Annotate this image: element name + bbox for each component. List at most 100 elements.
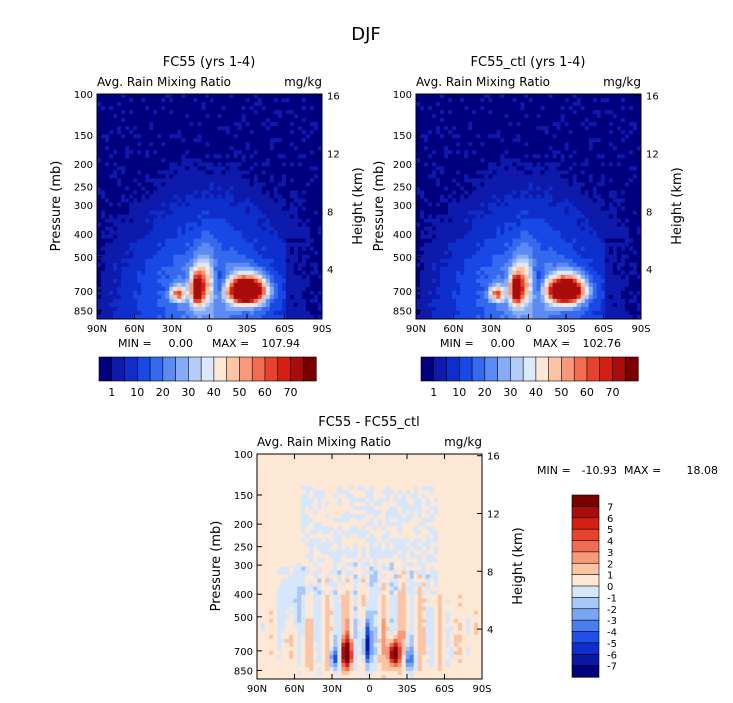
field-cell — [289, 294, 295, 300]
field-cell — [161, 242, 166, 248]
field-cell — [185, 250, 191, 256]
field-cell — [616, 174, 622, 179]
field-cell — [289, 302, 295, 308]
field-cell — [165, 126, 170, 131]
field-cell — [161, 214, 166, 220]
field-cell — [229, 226, 235, 232]
field-cell — [249, 170, 255, 175]
field-cell — [233, 102, 239, 107]
field-cell — [576, 150, 582, 155]
field-cell — [281, 286, 287, 292]
field-cell — [181, 182, 186, 188]
field-cell — [289, 166, 295, 171]
field-cell — [157, 206, 162, 212]
field-cell — [632, 178, 638, 183]
field-cell — [165, 254, 170, 260]
field-cell — [444, 198, 449, 204]
field-cell — [209, 138, 215, 143]
field-cell — [540, 170, 546, 175]
field-cell — [293, 174, 299, 179]
field-cell — [261, 286, 267, 292]
field-cell — [189, 286, 195, 292]
field-cell — [309, 242, 315, 248]
field-cell — [524, 174, 530, 179]
field-cell — [528, 94, 534, 99]
field-cell — [289, 170, 295, 175]
field-cell — [500, 134, 505, 139]
field-cell — [313, 106, 319, 111]
field-cell — [97, 94, 102, 99]
field-cell — [608, 186, 614, 192]
field-cell — [121, 230, 126, 236]
field-cell — [137, 94, 142, 99]
field-cell — [109, 258, 114, 264]
field-cell — [273, 174, 279, 179]
field-cell — [133, 238, 138, 244]
field-cell — [428, 150, 433, 155]
field-cell — [161, 222, 166, 228]
field-cell — [249, 282, 255, 288]
field-cell — [524, 166, 530, 171]
field-cell — [289, 202, 295, 208]
field-cell — [624, 118, 630, 123]
field-cell — [301, 102, 307, 107]
field-cell — [161, 186, 166, 192]
field-cell — [161, 142, 166, 147]
field-cell — [221, 206, 227, 212]
field-cell — [428, 210, 433, 216]
field-cell — [444, 154, 449, 159]
field-cell — [512, 142, 518, 147]
field-cell — [133, 194, 138, 200]
field-cell — [560, 94, 566, 99]
field-cell — [436, 194, 441, 200]
field-cell — [273, 182, 279, 188]
field-cell — [452, 178, 457, 183]
field-cell — [113, 294, 118, 300]
field-cell — [249, 278, 255, 284]
field-cell — [568, 206, 574, 212]
field-cell — [137, 310, 142, 316]
field-cell — [289, 186, 295, 192]
field-cell — [532, 186, 538, 192]
field-cell — [249, 238, 255, 244]
field-cell — [133, 122, 138, 127]
field-cell — [301, 214, 307, 220]
field-cell — [309, 122, 315, 127]
field-cell — [213, 230, 219, 236]
field-cell — [612, 102, 618, 107]
field-cell — [169, 126, 174, 131]
field-cell — [313, 274, 319, 280]
field-cell — [281, 110, 287, 115]
field-cell — [309, 126, 315, 131]
field-cell — [105, 98, 110, 103]
field-cell — [229, 306, 235, 312]
field-cell — [265, 186, 271, 192]
field-cell — [149, 154, 154, 159]
field-cell — [496, 210, 501, 216]
field-cell — [105, 270, 110, 276]
field-cell — [301, 262, 307, 268]
field-cell — [568, 158, 574, 163]
field-cell — [229, 186, 235, 192]
field-cell — [241, 246, 247, 252]
field-cell — [253, 210, 259, 216]
field-cell — [229, 202, 235, 208]
field-cell — [544, 130, 550, 135]
field-cell — [97, 218, 102, 224]
field-cell — [524, 114, 530, 119]
field-cell — [101, 170, 106, 175]
field-cell — [225, 146, 231, 151]
field-cell — [209, 158, 215, 163]
field-cell — [452, 130, 457, 135]
field-cell — [245, 118, 251, 123]
field-cell — [289, 270, 295, 276]
field-cell — [604, 182, 610, 188]
field-cell — [193, 118, 199, 123]
field-cell — [584, 206, 590, 212]
field-cell — [305, 182, 311, 188]
field-cell — [157, 298, 162, 304]
field-cell — [273, 290, 279, 296]
colorbar-label: 20 — [156, 386, 170, 399]
field-cell — [317, 210, 322, 216]
field-cell — [520, 106, 526, 111]
